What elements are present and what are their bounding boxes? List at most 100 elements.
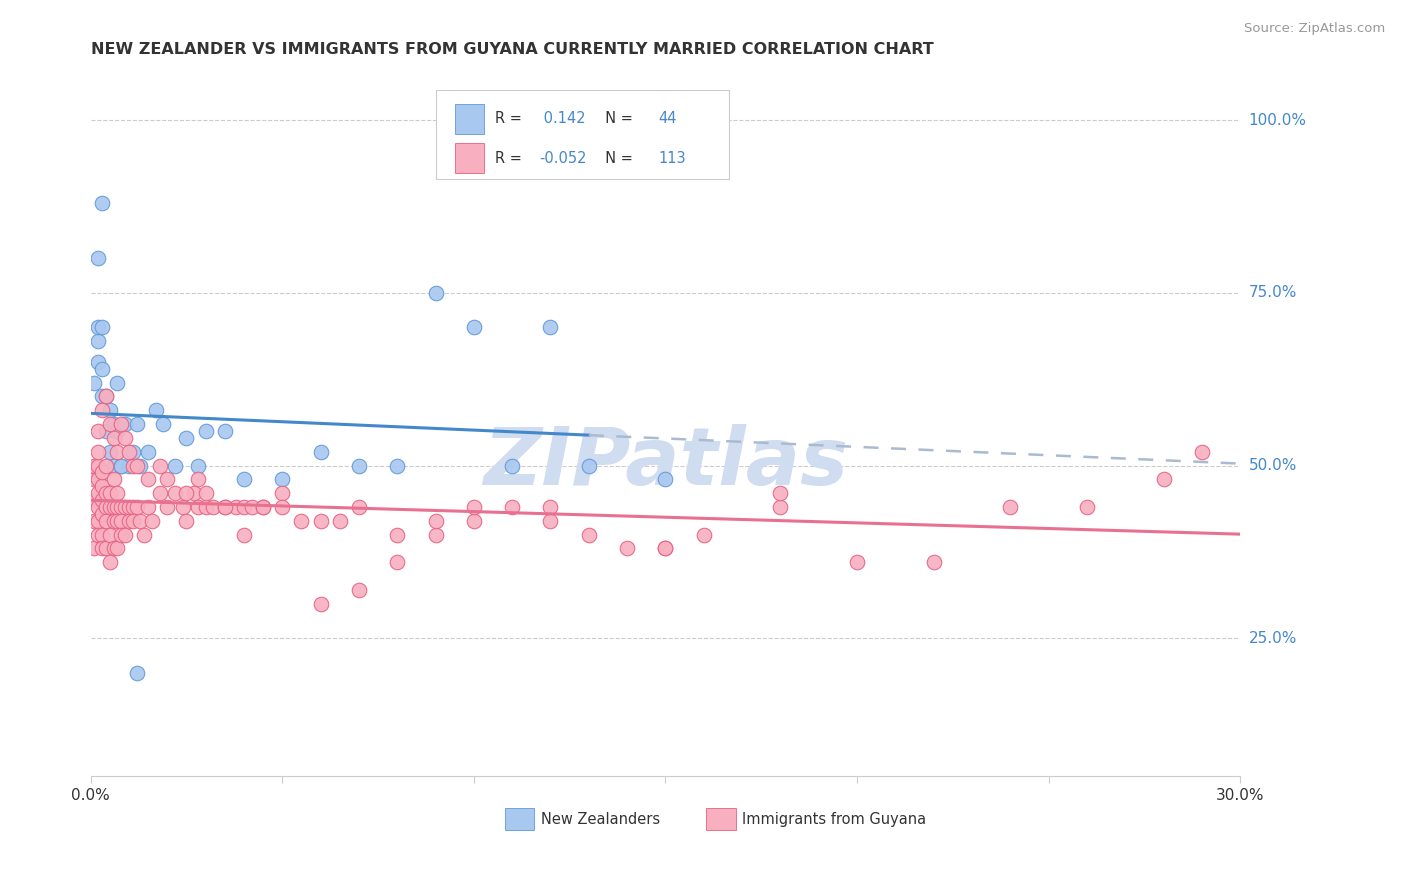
Point — [94, 514, 117, 528]
Point — [1153, 472, 1175, 486]
Point — [83, 493, 105, 508]
Point — [91, 527, 114, 541]
Text: ZIPatlas: ZIPatlas — [482, 425, 848, 502]
Text: New Zealanders: New Zealanders — [541, 812, 661, 827]
Point — [501, 458, 523, 473]
Point — [387, 527, 409, 541]
Point — [118, 500, 141, 514]
Point — [194, 424, 217, 438]
Point — [846, 555, 869, 569]
Text: -0.052: -0.052 — [538, 151, 586, 166]
Point — [1191, 444, 1213, 458]
Point — [214, 500, 236, 514]
Point — [149, 458, 172, 473]
Point — [87, 355, 110, 369]
Point — [271, 500, 294, 514]
Point — [252, 500, 274, 514]
Point — [176, 431, 198, 445]
FancyBboxPatch shape — [456, 143, 484, 173]
Point — [163, 458, 186, 473]
Point — [98, 403, 121, 417]
Point — [87, 424, 110, 438]
Point — [149, 486, 172, 500]
Point — [107, 541, 129, 556]
Text: 0.142: 0.142 — [538, 112, 586, 127]
FancyBboxPatch shape — [436, 90, 728, 178]
Point — [183, 486, 205, 500]
Point — [98, 444, 121, 458]
Point — [110, 527, 132, 541]
Point — [194, 500, 217, 514]
Point — [87, 486, 110, 500]
Point — [125, 500, 148, 514]
Point — [91, 361, 114, 376]
Point — [110, 458, 132, 473]
Point — [187, 500, 209, 514]
Point — [94, 424, 117, 438]
Point — [225, 500, 247, 514]
FancyBboxPatch shape — [706, 808, 735, 830]
Point — [540, 320, 562, 334]
Point — [114, 500, 136, 514]
Point — [107, 444, 129, 458]
Point — [309, 514, 332, 528]
Point — [187, 472, 209, 486]
Point — [136, 444, 159, 458]
Point — [136, 500, 159, 514]
Point — [578, 527, 600, 541]
Point — [114, 417, 136, 431]
FancyBboxPatch shape — [505, 808, 534, 830]
Point — [187, 458, 209, 473]
Point — [134, 527, 156, 541]
Text: 50.0%: 50.0% — [1249, 458, 1296, 473]
Point — [172, 500, 194, 514]
Point — [107, 514, 129, 528]
Text: NEW ZEALANDER VS IMMIGRANTS FROM GUYANA CURRENTLY MARRIED CORRELATION CHART: NEW ZEALANDER VS IMMIGRANTS FROM GUYANA … — [90, 42, 934, 57]
Point — [136, 472, 159, 486]
Point — [98, 555, 121, 569]
Point — [121, 444, 143, 458]
Point — [1000, 500, 1022, 514]
Point — [91, 320, 114, 334]
Point — [118, 444, 141, 458]
Point — [163, 486, 186, 500]
Text: Source: ZipAtlas.com: Source: ZipAtlas.com — [1244, 22, 1385, 36]
Point — [91, 403, 114, 417]
Point — [110, 514, 132, 528]
Point — [110, 500, 132, 514]
Point — [654, 541, 676, 556]
Point — [232, 500, 254, 514]
Point — [769, 486, 792, 500]
Point — [91, 479, 114, 493]
Text: 44: 44 — [658, 112, 678, 127]
Point — [103, 417, 125, 431]
Point — [87, 252, 110, 266]
Point — [232, 472, 254, 486]
Point — [98, 500, 121, 514]
Point — [83, 376, 105, 390]
Point — [922, 555, 945, 569]
Point — [114, 431, 136, 445]
Point — [769, 500, 792, 514]
Point — [252, 500, 274, 514]
Point — [121, 500, 143, 514]
Point — [98, 417, 121, 431]
Point — [103, 458, 125, 473]
Point — [94, 500, 117, 514]
Point — [103, 500, 125, 514]
Point — [87, 444, 110, 458]
Point — [145, 403, 167, 417]
Point — [87, 500, 110, 514]
Point — [654, 541, 676, 556]
Point — [103, 514, 125, 528]
Point — [540, 514, 562, 528]
Point — [94, 541, 117, 556]
Point — [87, 514, 110, 528]
Point — [107, 486, 129, 500]
Text: N =: N = — [596, 112, 638, 127]
Point — [156, 500, 179, 514]
Point — [91, 541, 114, 556]
Point — [194, 486, 217, 500]
Point — [463, 320, 485, 334]
Point — [94, 389, 117, 403]
